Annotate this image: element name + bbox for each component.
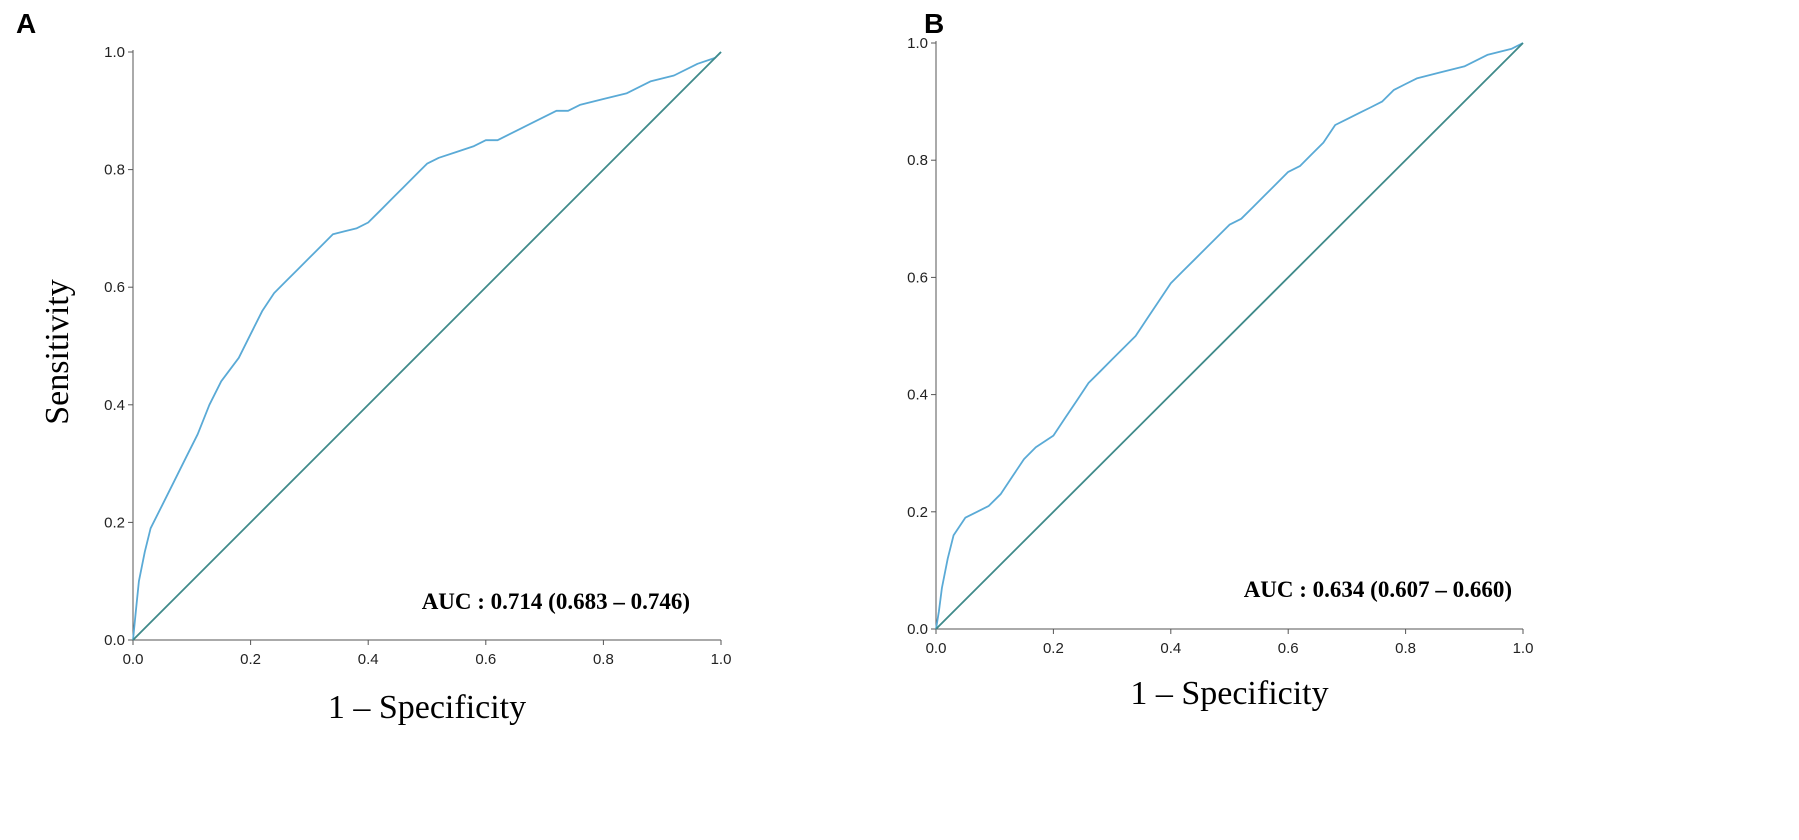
roc-curve-line <box>935 42 1524 630</box>
y-axis-title: Sensitivity <box>39 279 76 424</box>
auc-annotation: AUC : 0.634 (0.607 – 0.660) <box>1244 577 1512 602</box>
x-axis-title: 1 – Specificity <box>1130 675 1328 712</box>
x-tick-label: 0.2 <box>240 651 261 668</box>
x-tick-label: 0.2 <box>1043 640 1064 657</box>
x-tick-label: 0.4 <box>1160 640 1181 657</box>
roc-chart-b: 0.0 0.2 0.4 0.6 0.8 1.0 0.0 0.2 0.4 0.6 0.8 1.0 1 – … <box>907 35 1534 712</box>
y-tick-label: 1.0 <box>907 35 928 52</box>
reference-diagonal-line <box>935 42 1524 630</box>
x-tick-label: 0.8 <box>1395 640 1416 657</box>
x-tick-label: 0.6 <box>1278 640 1299 657</box>
reference-diagonal-line <box>132 51 722 641</box>
roc-curve-line <box>132 51 722 641</box>
roc-panel-a: A 0.0 0.2 0.4 0.6 0.8 1.0 0.0 0.2 0.4 0.6 0.8 1.0 1 … <box>0 0 899 840</box>
x-tick-label: 1.0 <box>1513 640 1534 657</box>
y-tick-label: 0.2 <box>907 504 928 521</box>
y-tick-label: 0.0 <box>907 621 928 638</box>
y-tick-label: 1.0 <box>104 44 125 61</box>
y-tick-label: 0.2 <box>104 514 125 531</box>
panel-label: B <box>924 8 945 39</box>
y-tick-label: 0.6 <box>907 269 928 286</box>
auc-annotation: AUC : 0.714 (0.683 – 0.746) <box>422 589 690 614</box>
y-tick-label: 0.6 <box>104 279 125 296</box>
x-tick-label: 0.8 <box>593 651 614 668</box>
x-tick-label: 0.0 <box>926 640 947 657</box>
x-tick-label: 0.4 <box>358 651 379 668</box>
panel-label: A <box>16 8 37 39</box>
y-tick-label: 0.4 <box>907 387 928 404</box>
x-tick-label: 0.0 <box>123 651 144 668</box>
x-axis-title: 1 – Specificity <box>328 689 526 726</box>
x-tick-label: 1.0 <box>711 651 732 668</box>
roc-chart-a: 0.0 0.2 0.4 0.6 0.8 1.0 0.0 0.2 0.4 0.6 0.8 1.0 1 – … <box>39 44 732 726</box>
y-tick-label: 0.8 <box>104 162 125 179</box>
y-tick-label: 0.8 <box>907 152 928 169</box>
roc-panel-b: B 0.0 0.2 0.4 0.6 0.8 1.0 0.0 0.2 0.4 0.6 0.8 1.0 1 … <box>900 0 1799 840</box>
y-tick-label: 0.4 <box>104 397 125 414</box>
y-tick-label: 0.0 <box>104 632 125 649</box>
x-tick-label: 0.6 <box>475 651 496 668</box>
